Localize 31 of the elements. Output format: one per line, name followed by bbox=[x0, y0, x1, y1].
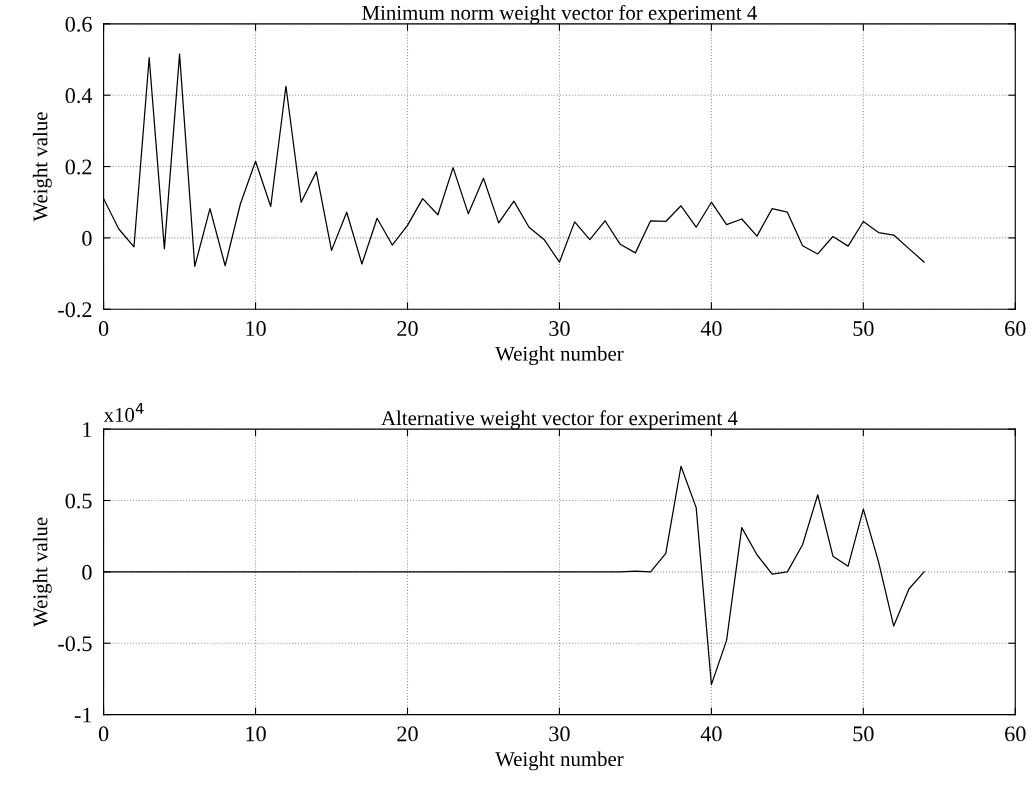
x-tick-label: 0 bbox=[98, 321, 109, 337]
x-tick-label: 20 bbox=[397, 726, 418, 742]
y-tick-label: 0.4 bbox=[65, 88, 93, 104]
y-tick-label: -0.2 bbox=[58, 302, 92, 318]
y-tick-label: -1 bbox=[74, 707, 92, 723]
chart-title: Alternative weight vector for experiment 4 bbox=[381, 410, 738, 430]
text: x10$^{4}$ bbox=[103, 403, 144, 422]
y-tick-label: 1 bbox=[83, 422, 92, 437]
x-tick-label: 0 bbox=[98, 726, 109, 742]
y-tick-label: 0.5 bbox=[65, 493, 92, 509]
x-tick-label: 40 bbox=[700, 726, 722, 742]
y-axis-title: Weight value bbox=[32, 517, 52, 627]
y-tick-label: 0 bbox=[82, 230, 92, 246]
x-tick-label: 30 bbox=[549, 321, 570, 337]
x-axis-title: Weight number bbox=[495, 751, 624, 771]
y-tick-label: 0 bbox=[82, 564, 92, 580]
y-axis-title: Weight value bbox=[32, 112, 52, 222]
x-tick-label: 50 bbox=[853, 726, 874, 742]
x-tick-label: 60 bbox=[1005, 726, 1026, 742]
chart-title: Minimum norm weight vector for experiment 4 bbox=[362, 4, 757, 25]
x-tick-label: 20 bbox=[397, 321, 418, 337]
x-tick-label: 60 bbox=[1005, 321, 1026, 337]
x-axis-title: Weight number bbox=[495, 346, 624, 366]
x-tick-label: 10 bbox=[246, 321, 266, 337]
x-tick-label: 40 bbox=[700, 321, 722, 337]
x-tick-label: 30 bbox=[549, 726, 570, 742]
y-tick-label: -0.5 bbox=[58, 636, 92, 652]
x-tick-label: 10 bbox=[246, 726, 266, 742]
x-tick-label: 50 bbox=[853, 321, 874, 337]
y-tick-label: 0.2 bbox=[65, 159, 92, 175]
y-tick-label: 0.6 bbox=[65, 16, 92, 32]
